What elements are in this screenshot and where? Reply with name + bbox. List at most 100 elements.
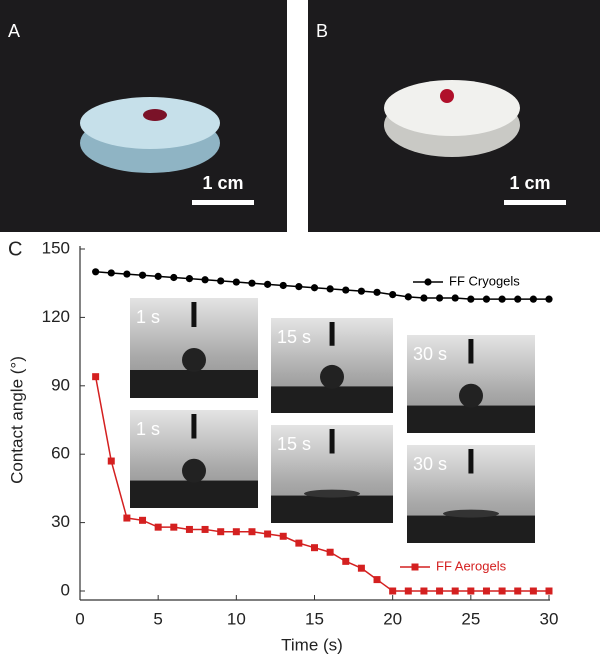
marker — [123, 514, 131, 522]
marker — [482, 295, 491, 303]
x-axis-title: Time (s) — [281, 635, 343, 654]
scale-label: 1 cm — [509, 173, 550, 193]
inset-label: 15 s — [277, 327, 311, 347]
marker — [357, 564, 365, 572]
marker — [529, 587, 537, 595]
x-tick-label: 30 — [540, 609, 559, 628]
scale-bar — [192, 200, 254, 205]
inset-base — [271, 386, 393, 413]
inset-base — [407, 515, 535, 543]
marker — [185, 525, 193, 533]
sample-top — [384, 80, 520, 136]
marker — [92, 268, 100, 276]
marker — [138, 271, 147, 279]
y-tick-label: 60 — [51, 444, 70, 463]
inset-base — [130, 370, 258, 398]
marker — [107, 269, 115, 277]
inset-base — [407, 405, 535, 433]
marker — [498, 587, 506, 595]
legend-label: FF Cryogels — [449, 273, 520, 288]
y-tick-label: 150 — [42, 238, 70, 257]
marker — [123, 270, 131, 278]
inset-label: 1 s — [136, 419, 160, 439]
marker — [467, 587, 475, 595]
marker — [420, 587, 428, 595]
marker — [498, 295, 506, 303]
x-tick-label: 5 — [153, 609, 162, 628]
x-tick-label: 0 — [75, 609, 84, 628]
scale-label: 1 cm — [202, 173, 243, 193]
inset-label: 15 s — [277, 434, 311, 454]
y-tick-label: 30 — [51, 512, 70, 531]
marker — [154, 272, 162, 280]
marker — [311, 544, 318, 552]
inset-base — [271, 495, 393, 523]
inset-droplet — [304, 489, 360, 498]
marker — [451, 587, 459, 595]
marker — [435, 294, 444, 302]
inset-droplet — [182, 348, 206, 372]
marker — [545, 295, 553, 303]
marker — [232, 278, 240, 286]
x-tick-label: 25 — [461, 609, 480, 628]
marker — [389, 587, 397, 595]
marker — [373, 288, 381, 296]
marker — [279, 532, 287, 540]
y-axis-title: Contact angle (°) — [7, 356, 26, 484]
droplet — [440, 89, 454, 103]
marker — [326, 548, 334, 556]
marker — [514, 295, 522, 303]
marker — [467, 295, 475, 303]
panel-label: C — [8, 238, 22, 260]
marker — [92, 373, 100, 381]
inset-droplet — [320, 364, 344, 389]
marker — [420, 294, 428, 302]
marker — [404, 587, 412, 595]
sample-top — [80, 97, 220, 149]
needle — [329, 322, 335, 346]
marker — [514, 587, 522, 595]
marker — [248, 279, 256, 287]
marker — [295, 539, 303, 547]
marker — [107, 457, 115, 465]
marker — [545, 587, 553, 595]
inset-label: 1 s — [136, 307, 160, 327]
inset-droplet — [443, 509, 499, 518]
marker — [310, 284, 319, 292]
legend-label: FF Aerogels — [436, 558, 507, 573]
marker — [482, 587, 490, 595]
marker — [248, 528, 256, 536]
marker — [170, 273, 178, 282]
inset-droplet — [459, 383, 483, 408]
marker — [342, 286, 350, 294]
marker — [342, 557, 350, 565]
needle — [468, 449, 474, 474]
droplet — [143, 109, 167, 121]
marker — [185, 275, 194, 283]
marker — [139, 516, 147, 524]
marker — [295, 283, 303, 291]
inset-droplet — [182, 458, 206, 483]
legend-marker — [424, 278, 432, 286]
x-tick-label: 10 — [227, 609, 246, 628]
marker — [451, 294, 459, 302]
needle — [468, 339, 474, 364]
needle — [191, 414, 197, 439]
marker — [154, 523, 162, 531]
inset-label: 30 s — [413, 344, 447, 364]
marker — [357, 287, 365, 295]
marker — [201, 525, 209, 533]
inset-label: 30 s — [413, 454, 447, 474]
needle — [191, 302, 197, 327]
x-tick-label: 20 — [383, 609, 402, 628]
legend-marker — [411, 563, 419, 571]
marker — [436, 587, 444, 595]
y-tick-label: 0 — [61, 580, 70, 599]
marker — [201, 276, 209, 284]
marker — [279, 281, 287, 290]
marker — [264, 280, 272, 288]
marker — [373, 576, 381, 584]
marker — [217, 277, 225, 285]
marker — [232, 528, 240, 536]
